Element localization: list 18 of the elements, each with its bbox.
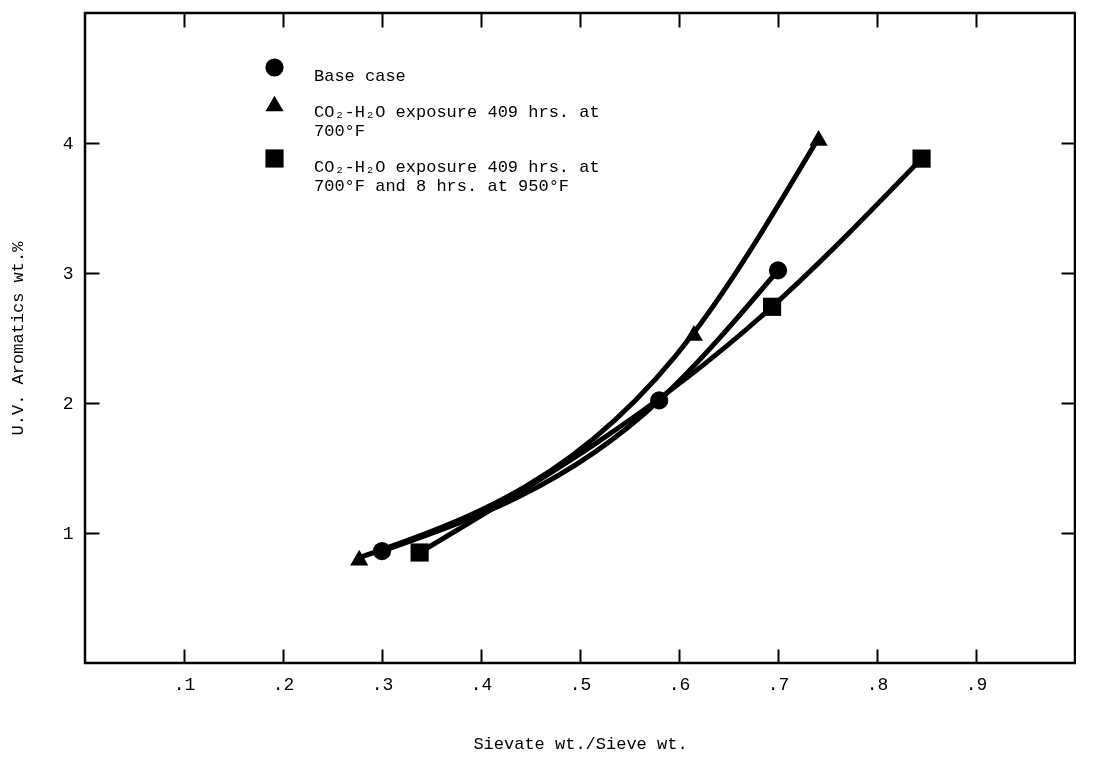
legend-label: Base case <box>314 66 406 86</box>
x-tick-label: .3 <box>371 674 394 695</box>
legend-label: CO₂-H₂O exposure 409 hrs. at 700°F and 8 hrs. at 950°F <box>314 157 600 196</box>
x-tick-label: .4 <box>470 674 493 695</box>
x-axis-title: Sievate wt./Sieve wt. <box>473 734 688 754</box>
x-tick-label: .5 <box>569 674 592 695</box>
x-tick-label: .6 <box>668 674 691 695</box>
x-tick-label: .9 <box>965 674 988 695</box>
y-axis-title: U.V. Aromatics wt.% <box>8 240 28 436</box>
x-tick-label: .2 <box>272 674 295 695</box>
x-tick-label: .1 <box>173 674 196 695</box>
x-tick-label: .8 <box>866 674 889 695</box>
x-tick-label: .7 <box>767 674 790 695</box>
legend-label: CO₂-H₂O exposure 409 hrs. at 700°F <box>314 102 600 141</box>
y-tick-label: 2 <box>62 393 74 414</box>
y-tick-label: 3 <box>62 263 74 284</box>
y-tick-label: 4 <box>62 133 74 154</box>
y-tick-label: 1 <box>62 523 74 544</box>
